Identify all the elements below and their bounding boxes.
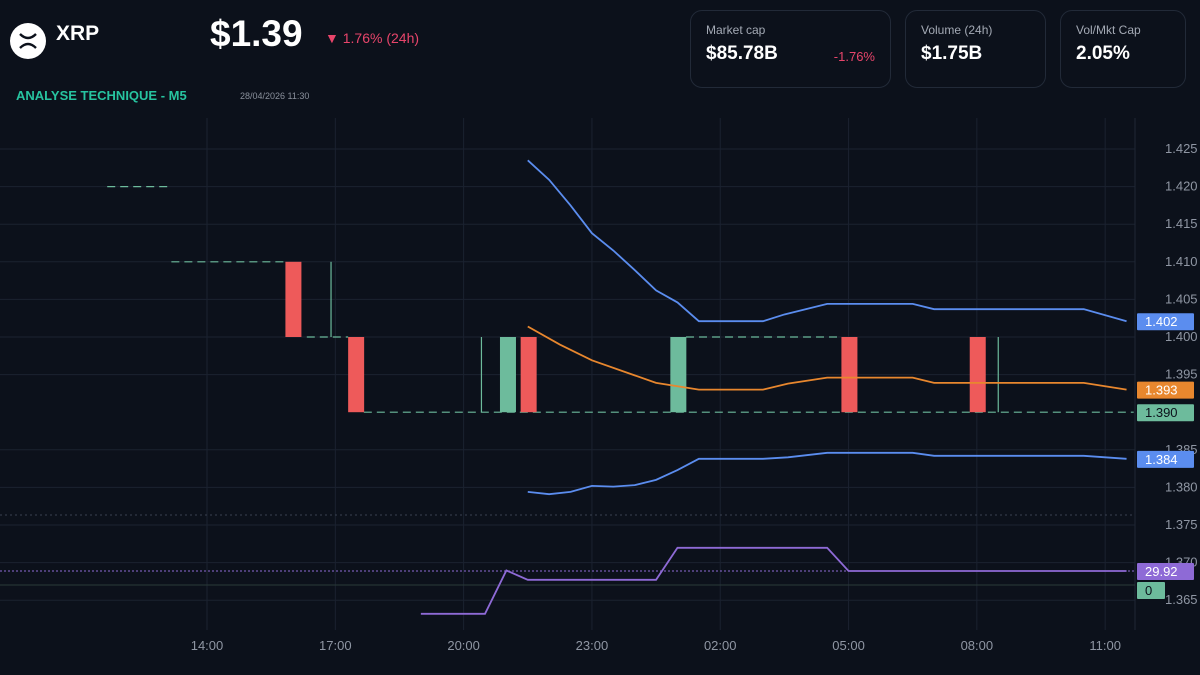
time-tick-label: 20:00 bbox=[447, 638, 480, 653]
stat-label: Volume (24h) bbox=[921, 23, 993, 37]
basis-tag-bg bbox=[1137, 381, 1194, 399]
market-cap-card: Market cap $85.78B -1.76% bbox=[690, 10, 891, 88]
time-tick-label: 11:00 bbox=[1089, 638, 1121, 653]
candle-down bbox=[969, 337, 986, 413]
timestamp: 28/04/2026 11:30 bbox=[240, 91, 310, 101]
time-tick-label: 17:00 bbox=[319, 638, 352, 653]
volume-card: Volume (24h) $1.75B bbox=[905, 10, 1046, 88]
current-price: $1.39 bbox=[210, 13, 303, 54]
time-tick-label: 08:00 bbox=[961, 638, 994, 653]
candle-up bbox=[499, 337, 516, 413]
price-tick-label: 1.400 bbox=[1165, 329, 1198, 344]
price-change: ▼ 1.76% (24h) bbox=[325, 30, 420, 46]
candle-up bbox=[670, 337, 687, 413]
price-tick-label: 1.425 bbox=[1165, 141, 1198, 156]
price-tick-label: 1.395 bbox=[1165, 367, 1198, 382]
stat-value: 2.05% bbox=[1076, 43, 1130, 64]
vol-mkt-cap-card: Vol/Mkt Cap 2.05% bbox=[1060, 10, 1186, 88]
price-tick-label: 1.415 bbox=[1165, 216, 1198, 231]
candle-down bbox=[520, 337, 537, 413]
xrp-logo-icon bbox=[10, 23, 46, 59]
price-tick-label: 1.405 bbox=[1165, 291, 1198, 306]
candle-down bbox=[285, 261, 302, 337]
rsi-zero-tag-bg bbox=[1137, 582, 1165, 599]
time-tick-label: 14:00 bbox=[191, 638, 224, 653]
candle-down bbox=[348, 337, 365, 413]
time-tick-label: 02:00 bbox=[704, 638, 737, 653]
time-tick-label: 23:00 bbox=[576, 638, 609, 653]
candles bbox=[285, 261, 999, 413]
grid bbox=[0, 118, 1136, 630]
price-axis[interactable]: 1.4251.4201.4151.4101.4051.4001.3951.385… bbox=[1165, 141, 1198, 607]
rsi-tag-bg bbox=[1137, 563, 1194, 580]
last-price-tag-bg bbox=[1137, 404, 1194, 422]
value-tags: 1.402 1.393 1.390 1.384 29.92 0 bbox=[1137, 313, 1194, 599]
time-axis[interactable]: 14:00 17:00 20:00 23:00 02:00 05:00 08:00 11:00 bbox=[191, 638, 1121, 653]
lower-band-tag: 1.384 bbox=[1145, 452, 1178, 467]
price-tick-label: 1.410 bbox=[1165, 254, 1198, 269]
page-subtitle: ANALYSE TECHNIQUE - M5 bbox=[16, 88, 187, 103]
upper-band-tag-bg bbox=[1137, 313, 1194, 331]
line-lower bbox=[527, 451, 1127, 496]
level-lines bbox=[107, 186, 1134, 413]
price-tick-label: 1.380 bbox=[1165, 479, 1198, 494]
price-tick-label: 1.375 bbox=[1165, 517, 1198, 532]
line-rsi bbox=[420, 546, 1127, 615]
stat-value: $85.78B bbox=[706, 43, 778, 64]
stat-label: Vol/Mkt Cap bbox=[1076, 23, 1141, 37]
basis-tag: 1.393 bbox=[1145, 383, 1178, 398]
last-price-tag: 1.390 bbox=[1145, 405, 1178, 420]
upper-band-tag: 1.402 bbox=[1145, 314, 1178, 329]
rsi-tag: 29.92 bbox=[1145, 564, 1178, 579]
stat-change: -1.76% bbox=[833, 49, 875, 64]
symbol: XRP bbox=[56, 22, 100, 45]
rsi-zero-tag: 0 bbox=[1145, 583, 1152, 598]
indicator-lines bbox=[0, 159, 1135, 615]
stat-value: $1.75B bbox=[921, 43, 983, 64]
line-basis bbox=[527, 325, 1127, 391]
stat-label: Market cap bbox=[706, 23, 766, 37]
lower-band-tag-bg bbox=[1137, 450, 1194, 468]
price-tick-label: 1.365 bbox=[1165, 592, 1198, 607]
time-tick-label: 05:00 bbox=[832, 638, 865, 653]
line-upper bbox=[527, 159, 1127, 323]
candle-down bbox=[841, 337, 858, 413]
price-tick-label: 1.420 bbox=[1165, 179, 1198, 194]
